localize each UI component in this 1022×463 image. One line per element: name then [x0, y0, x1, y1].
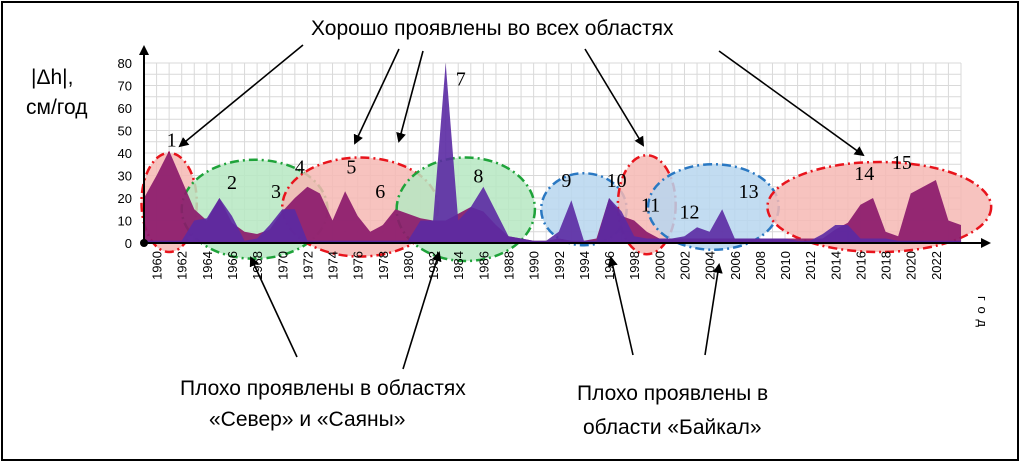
area-series [144, 63, 961, 243]
x-tick-label: 1990 [527, 251, 542, 280]
annotation-bad-north-sayany-line1: Плохо проявлены в областях [180, 377, 466, 400]
annotation-arrow-8 [607, 256, 634, 356]
annotation-arrow-6 [249, 256, 298, 358]
x-tick-label: 1994 [577, 251, 592, 280]
region-number-15: 15 [892, 152, 912, 174]
region-number-12: 12 [680, 201, 700, 223]
x-tick-label: 1978 [376, 251, 391, 280]
y-axis-label-line2: см/год [26, 96, 87, 119]
annotation-arrow-2 [353, 48, 400, 145]
x-tick-label: 2004 [703, 251, 718, 280]
x-tick-label: 1968 [250, 251, 265, 280]
region-number-7: 7 [456, 69, 466, 91]
x-tick-label: 2020 [904, 251, 919, 280]
region-ellipse-8 [395, 156, 537, 263]
region-number-6: 6 [375, 181, 385, 203]
x-tick-label: 2012 [803, 251, 818, 280]
x-tick-label: 1966 [225, 251, 240, 280]
x-tick-label: 1964 [200, 251, 215, 280]
annotation-arrow-1 [178, 44, 304, 148]
region-number-14: 14 [854, 163, 874, 185]
y-tick-label: 70 [118, 79, 132, 94]
x-tick-label: 1962 [175, 251, 190, 280]
annotation-good-all-regions: Хорошо проявлены во всех областях [311, 17, 674, 40]
x-tick-label: 1960 [150, 251, 165, 280]
x-tick-label: 1976 [351, 251, 366, 280]
annotation-bad-north-sayany-line2: «Север» и «Саяны» [209, 408, 405, 431]
y-tick-label: 60 [118, 101, 132, 116]
area-series-1 [144, 150, 961, 243]
region-number-10: 10 [607, 170, 627, 192]
annotation-bad-baikal-line1: Плохо проявлены в [577, 382, 768, 405]
annotation-arrow-7 [402, 251, 442, 370]
y-tick-label: 10 [118, 214, 132, 229]
x-axis-label: год [975, 296, 990, 333]
region-number-11: 11 [641, 195, 660, 217]
region-number-13: 13 [739, 181, 759, 203]
y-tick-labels: 0 10 20 30 40 50 60 70 80 [118, 56, 132, 251]
region-number-1: 1 [167, 129, 177, 151]
annotation-arrow-4 [584, 48, 645, 147]
x-tick-label: 2008 [753, 251, 768, 280]
x-tick-label: 2022 [929, 251, 944, 280]
x-tick-label: 1988 [502, 251, 517, 280]
region-number-2: 2 [227, 172, 237, 194]
x-tick-label: 1992 [552, 251, 567, 280]
x-tick-label: 2014 [828, 251, 843, 280]
x-tick-label: 2016 [853, 251, 868, 280]
area-series-2 [144, 63, 961, 243]
region-number-3: 3 [271, 181, 281, 203]
axes [139, 45, 991, 248]
x-tick-label: 1970 [275, 251, 290, 280]
x-tick-label: 1972 [300, 251, 315, 280]
annotation-arrow-9 [704, 263, 723, 356]
x-tick-label: 2010 [778, 251, 793, 280]
annotation-arrows [178, 44, 865, 370]
region-number-9: 9 [561, 170, 571, 192]
y-tick-label: 50 [118, 124, 132, 139]
x-tick-label: 1998 [627, 251, 642, 280]
region-number-8: 8 [473, 165, 483, 187]
x-tick-label: 2018 [879, 251, 894, 280]
annotation-arrow-5 [718, 50, 865, 157]
origin-dot [140, 239, 148, 247]
annotation-bad-baikal-line2: области «Байкал» [583, 416, 762, 439]
y-tick-label: 0 [125, 236, 132, 251]
x-tick-label: 2002 [677, 251, 692, 280]
y-tick-label: 40 [118, 146, 132, 161]
x-tick-label: 1980 [401, 251, 416, 280]
y-axis-label-line1: |Δh|, [31, 66, 73, 89]
annotation-arrow-3 [396, 50, 424, 143]
region-number-4: 4 [295, 156, 305, 178]
x-tick-label: 1986 [476, 251, 491, 280]
region-number-5: 5 [346, 156, 356, 178]
x-tick-label: 1984 [451, 251, 466, 280]
x-tick-label: 2006 [728, 251, 743, 280]
y-tick-label: 30 [118, 169, 132, 184]
y-tick-label: 20 [118, 191, 132, 206]
x-tick-label: 1974 [326, 251, 341, 280]
x-tick-label: 2000 [652, 251, 667, 280]
y-tick-label: 80 [118, 56, 132, 71]
